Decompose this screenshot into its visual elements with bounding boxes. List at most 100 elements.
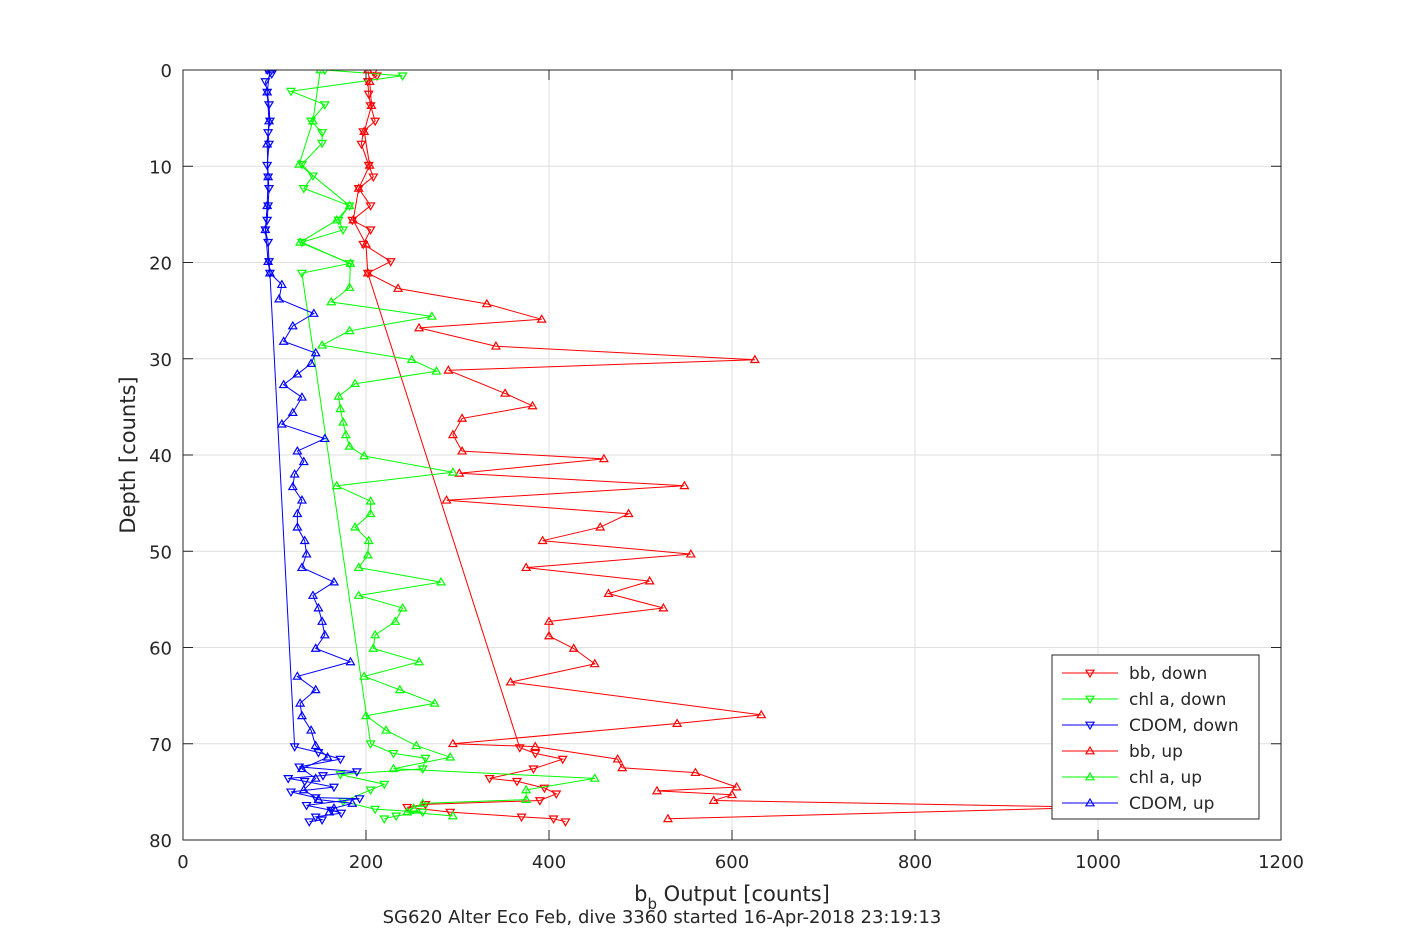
data-point [441, 495, 452, 504]
data-point [344, 200, 355, 210]
data-point [299, 777, 310, 787]
data-point [263, 184, 275, 194]
data-point [397, 72, 408, 81]
data-point [324, 806, 335, 816]
data-point [319, 629, 330, 639]
data-point [328, 576, 340, 586]
data-point [431, 366, 442, 375]
data-point [283, 775, 294, 784]
data-point [264, 70, 275, 74]
legend: bb, down chl a, down CDOM, down bb, up chl a… [1051, 654, 1260, 820]
data-point [353, 590, 364, 599]
data-point [402, 806, 413, 816]
data-point [317, 772, 329, 781]
legend-label: CDOM, up [1129, 794, 1214, 814]
data-point [420, 800, 431, 810]
data-point [296, 710, 307, 720]
data-point [315, 70, 326, 74]
data-point [319, 101, 330, 110]
data-point [296, 238, 307, 248]
legend-marker [1084, 721, 1096, 731]
data-point [551, 790, 562, 799]
data-point [530, 741, 541, 751]
data-point [308, 308, 319, 317]
data-point [447, 429, 458, 439]
data-point [351, 768, 362, 777]
y-tick-label: 70 [149, 735, 172, 756]
legend-marker [1084, 771, 1096, 781]
data-point [385, 258, 396, 267]
data-point [644, 575, 655, 585]
series-5 [260, 70, 358, 816]
data-point [310, 813, 321, 823]
data-point [662, 813, 673, 823]
legend-item: bb, down [1062, 664, 1207, 684]
data-point [447, 467, 458, 476]
legend-item: CDOM, up [1062, 794, 1214, 814]
data-point [344, 441, 355, 450]
data-point [313, 602, 324, 612]
data-point [408, 803, 419, 812]
x-tick-label: 200 [349, 852, 383, 873]
data-point [294, 763, 305, 773]
data-point [690, 767, 701, 777]
data-point [263, 256, 274, 265]
data-point [414, 322, 425, 332]
data-point [345, 656, 356, 666]
data-point [317, 816, 328, 825]
data-point [263, 171, 274, 181]
data-point [322, 752, 333, 761]
data-point [344, 282, 355, 291]
data-point [454, 468, 465, 477]
data-point [274, 293, 285, 303]
data-point [598, 453, 609, 463]
data-point [296, 392, 307, 401]
data-point [296, 495, 307, 504]
data-point [354, 795, 365, 804]
data-point [349, 522, 361, 531]
data-point [359, 671, 370, 680]
data-point [365, 740, 376, 749]
x-axis-label-main: b [634, 882, 647, 906]
data-point [379, 780, 390, 790]
data-point [340, 429, 351, 439]
data-point [406, 354, 417, 364]
data-point [285, 788, 297, 798]
data-point [568, 643, 579, 652]
data-point [328, 783, 340, 793]
legend-box [1051, 654, 1260, 820]
y-tick-label: 60 [149, 639, 172, 660]
data-point [511, 777, 523, 787]
y-tick-labels: 0 10 20 30 40 50 60 70 80 [149, 61, 172, 852]
data-point [292, 368, 303, 378]
data-point [388, 749, 399, 759]
data-point [292, 522, 303, 531]
data-point [679, 480, 690, 490]
data-point [516, 813, 527, 823]
y-tick-label: 80 [149, 831, 172, 852]
data-point [335, 755, 346, 765]
data-point [365, 496, 376, 505]
y-axis-label: Depth [counts] [116, 376, 140, 533]
data-point [445, 752, 456, 761]
data-point [345, 258, 356, 267]
data-point [347, 798, 358, 807]
data-point [292, 671, 303, 680]
data-point [353, 183, 364, 192]
data-point [537, 535, 548, 545]
data-point [333, 391, 344, 400]
data-point [298, 456, 309, 466]
data-point [672, 718, 683, 727]
data-point [371, 72, 383, 81]
data-point [301, 801, 312, 811]
data-point [443, 365, 454, 374]
data-point [298, 784, 309, 794]
data-point [490, 341, 501, 350]
data-point [262, 216, 273, 226]
data-point [658, 602, 669, 612]
legend-label: bb, up [1129, 742, 1183, 762]
series-line [264, 70, 353, 813]
data-point [756, 709, 767, 719]
data-point [317, 129, 328, 138]
data-point [414, 656, 425, 666]
